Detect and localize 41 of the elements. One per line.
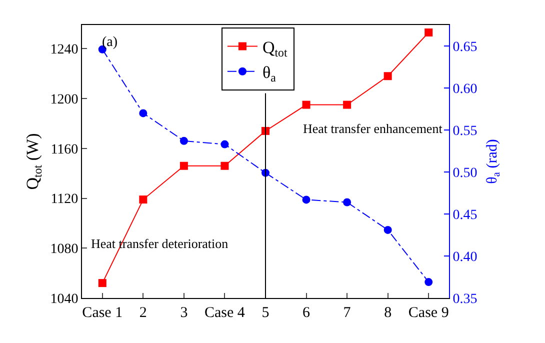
- point: [98, 279, 106, 288]
- point: [343, 100, 352, 109]
- y2-tick-label: 0.35: [452, 292, 478, 307]
- y2-tick-label: 0.55: [452, 124, 478, 139]
- legend-label: Q$_{tot}$: [262, 38, 288, 60]
- x-tick-label: Case 9: [408, 305, 449, 321]
- point: [180, 136, 188, 145]
- point: [220, 162, 229, 170]
- point: [139, 109, 148, 118]
- point: [302, 100, 310, 109]
- x-tick-label: Case 4: [204, 305, 246, 321]
- annotation: Heat transfer enhancement: [303, 121, 443, 136]
- point: [384, 72, 392, 80]
- point: [424, 278, 433, 286]
- x-tick-label: 5: [262, 305, 270, 321]
- x-tick-label: 2: [139, 305, 147, 321]
- y2-tick-label: 0.65: [452, 40, 478, 55]
- y2-tick-label: 0.45: [452, 208, 478, 223]
- y-tick-label: 1120: [50, 192, 78, 208]
- y-tick-label: 1040: [50, 292, 78, 307]
- y2-tick-label: 0.60: [452, 82, 478, 97]
- point: [424, 28, 433, 36]
- y2-tick-label: 0.50: [452, 166, 478, 181]
- y-tick-label: 1080: [50, 242, 78, 258]
- point: [220, 140, 229, 148]
- y-tick-label: 1200: [50, 92, 78, 108]
- x-tick-label: 3: [180, 305, 188, 321]
- point: [139, 196, 148, 204]
- point: [343, 198, 352, 206]
- y2-tick-label: 0.40: [452, 250, 478, 265]
- point: [180, 162, 188, 170]
- y-tick-label: 1160: [50, 142, 78, 158]
- point: [384, 226, 392, 234]
- x-tick-label: Case 1: [82, 305, 123, 321]
- point: [302, 196, 310, 204]
- annotation: (a): [102, 35, 118, 50]
- x-tick-label: 7: [343, 305, 352, 321]
- x-tick-label: 6: [302, 305, 311, 321]
- y-tick-label: 1240: [50, 42, 78, 58]
- x-tick-label: 8: [384, 305, 392, 321]
- legend-label: θ$_{a}$: [262, 63, 277, 85]
